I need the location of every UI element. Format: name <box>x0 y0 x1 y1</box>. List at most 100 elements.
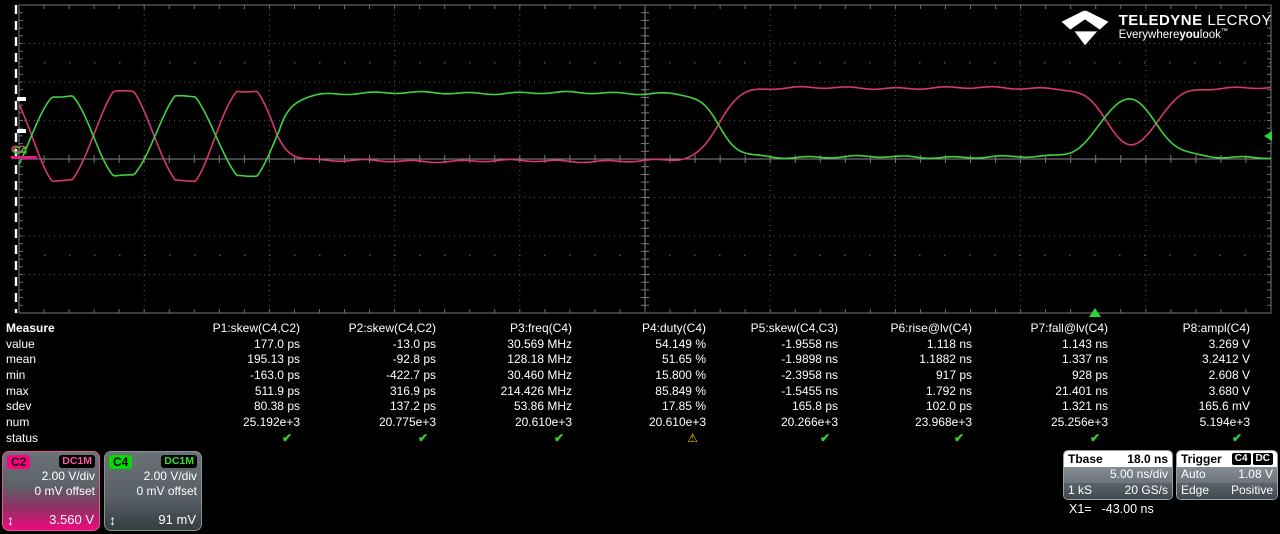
measure-value-p1-value: 177.0 ps <box>253 336 300 351</box>
channel-offset-c2: 0 mV offset <box>34 484 95 498</box>
trigger-descriptor[interactable]: Trigger C4 DC Auto 1.08 V Edge Positive <box>1176 450 1278 500</box>
trace-c2 <box>18 85 1272 183</box>
trigger-coupling-badge[interactable]: DC <box>1252 453 1273 465</box>
channel-marker-c2[interactable]: C2 <box>11 144 25 156</box>
channel-descriptor-c4[interactable]: C4 DC1M 2.00 V/div 0 mV offset ↕ 91 mV <box>104 451 202 531</box>
trigger-type: Edge <box>1181 483 1210 497</box>
measure-value-p2-mean: -92.8 ps <box>392 352 436 367</box>
measure-value-p4-num: 20.610e+3 <box>648 415 706 430</box>
measure-col-header-p5[interactable]: P5:skew(C4,C3) <box>750 321 838 335</box>
channel-id-badge-c2[interactable]: C2 <box>7 454 31 469</box>
measure-value-p6-mean: 1.1882 ns <box>919 352 972 367</box>
teledyne-arrow-icon <box>1061 10 1109 46</box>
measure-value-p7-sdev: 1.321 ns <box>1061 399 1108 414</box>
measure-value-p4-min: 15.800 % <box>655 368 706 383</box>
trigger-time-marker[interactable] <box>1089 308 1101 317</box>
measure-table: Measure P1:skew(C4,C2) P2:skew(C4,C2) P3:fr… <box>0 318 1280 448</box>
measure-value-p2-num: 20.775e+3 <box>378 415 436 430</box>
measure-value-p4-sdev: 17.85 % <box>661 399 706 414</box>
channel-reading-c2: 3.560 V <box>49 512 94 527</box>
measure-col-header-p6[interactable]: P6:rise@lv(C4) <box>890 321 972 335</box>
measure-value-p2-min: -422.7 ps <box>385 368 436 383</box>
timebase-rate: 20 GS/s <box>1124 483 1168 497</box>
measure-col-header-p2[interactable]: P2:skew(C4,C2) <box>348 321 436 335</box>
offset-arrows-icon: ↕ <box>7 512 14 528</box>
measure-value-p8-max: 3.680 V <box>1208 383 1250 398</box>
brand-name: TELEDYNE LECROY <box>1118 11 1272 29</box>
measure-value-p7-num: 25.256e+3 <box>1050 415 1108 430</box>
measure-value-p8-sdev: 165.6 mV <box>1198 399 1250 414</box>
status-ok-icon-p2: ✔ <box>417 430 428 445</box>
channel-marker-c4[interactable]: C4 <box>13 145 28 157</box>
measure-value-p1-num: 25.192e+3 <box>242 415 300 430</box>
measure-value-p5-min: -2.3958 ns <box>781 368 838 383</box>
timebase-label: Tbase <box>1068 451 1103 466</box>
timebase-samples: 1 kS <box>1068 483 1093 497</box>
status-ok-icon-p7: ✔ <box>1089 430 1100 445</box>
measure-value-p5-value: -1.9558 ns <box>781 336 838 351</box>
coupling-badge-c2[interactable]: DC1M <box>59 455 95 468</box>
measure-value-p3-min: 30.460 MHz <box>507 368 572 383</box>
measure-value-p3-max: 214.426 MHz <box>500 383 572 398</box>
trigger-source-badge[interactable]: C4 <box>1231 453 1251 465</box>
measure-value-p5-mean: -1.9898 ns <box>781 352 838 367</box>
measure-value-p1-min: -163.0 ps <box>249 368 300 383</box>
timebase-descriptor[interactable]: Tbase 18.0 ns 5.00 ns/div 1 kS 20 GS/s <box>1063 450 1173 500</box>
status-ok-icon-p6: ✔ <box>953 430 964 445</box>
trigger-level: 1.08 V <box>1238 467 1273 481</box>
measure-value-p6-num: 23.968e+3 <box>914 415 972 430</box>
measure-col-header-p4[interactable]: P4:duty(C4) <box>641 321 706 335</box>
timebase-scale: 5.00 ns/div <box>1109 467 1168 481</box>
measure-value-p1-max: 511.9 ps <box>254 383 300 398</box>
measure-value-p4-max: 85.849 % <box>655 383 706 398</box>
measure-value-p2-value: -13.0 ps <box>392 336 436 351</box>
channel-scale-c4: 2.00 V/div <box>143 469 197 483</box>
measure-value-p3-sdev: 53.86 MHz <box>513 399 572 414</box>
cursor-x1-readout: X1= -43.00 ns <box>1069 502 1154 516</box>
offset-arrows-icon: ↕ <box>109 512 116 528</box>
measure-value-p7-mean: 1.337 ns <box>1061 352 1108 367</box>
measure-value-p6-value: 1.118 ns <box>926 336 972 351</box>
measure-value-p3-num: 20.610e+3 <box>514 415 572 430</box>
graticule <box>18 4 1272 314</box>
trigger-slope: Positive <box>1230 483 1273 497</box>
channel-marker-underline <box>11 156 37 159</box>
measure-col-header-p7[interactable]: P7:fall@lv(C4) <box>1030 321 1108 335</box>
measure-row-label-min: min <box>6 368 26 383</box>
measure-value-p2-sdev: 137.2 ps <box>389 399 436 414</box>
measure-value-p4-value: 54.149 % <box>655 336 706 351</box>
channel-offset-c4: 0 mV offset <box>136 484 197 498</box>
brand-logo: TELEDYNE LECROY Everywhereyoulook™ <box>1059 7 1272 47</box>
trigger-level-marker[interactable] <box>1264 131 1272 141</box>
measure-value-p6-min: 917 ps <box>935 368 972 383</box>
coupling-badge-c4[interactable]: DC1M <box>161 455 197 468</box>
measure-col-header-p1[interactable]: P1:skew(C4,C2) <box>212 321 300 335</box>
measure-col-header-p8[interactable]: P8:ampl(C4) <box>1182 321 1250 335</box>
measure-row-label-num: num <box>6 415 30 430</box>
measure-row-label-value: value <box>6 336 35 351</box>
measure-row-label-mean: mean <box>6 352 37 367</box>
channel-reading-c4: 91 mV <box>158 512 196 527</box>
measure-value-p3-mean: 128.18 MHz <box>507 352 572 367</box>
measure-value-p8-mean: 3.2412 V <box>1201 352 1250 367</box>
channel-id-badge-c4[interactable]: C4 <box>109 454 133 469</box>
measure-value-p1-mean: 195.13 ps <box>247 352 300 367</box>
measure-title: Measure <box>6 321 55 335</box>
channel-descriptor-c2[interactable]: C2 DC1M 2.00 V/div 0 mV offset ↕ 3.560 V <box>2 451 100 531</box>
measure-value-p7-value: 1.143 ns <box>1061 336 1108 351</box>
status-bar: C2 DC1M 2.00 V/div 0 mV offset ↕ 3.560 V… <box>0 448 1280 534</box>
measure-value-p6-max: 1.792 ns <box>925 383 972 398</box>
measure-value-p8-num: 5.194e+3 <box>1199 415 1250 430</box>
measure-value-p5-sdev: 165.8 ps <box>791 399 838 414</box>
trace-c4 <box>18 90 1272 178</box>
measure-col-header-p3[interactable]: P3:freq(C4) <box>509 321 572 335</box>
cursor-intersection-mark <box>17 97 26 101</box>
status-ok-icon-p1: ✔ <box>281 430 292 445</box>
timebase-delay: 18.0 ns <box>1127 451 1168 466</box>
measure-value-p3-value: 30.569 MHz <box>507 336 572 351</box>
status-ok-icon-p8: ✔ <box>1231 430 1242 445</box>
measure-value-p6-sdev: 102.0 ps <box>925 399 972 414</box>
measure-value-p5-num: 20.266e+3 <box>780 415 838 430</box>
